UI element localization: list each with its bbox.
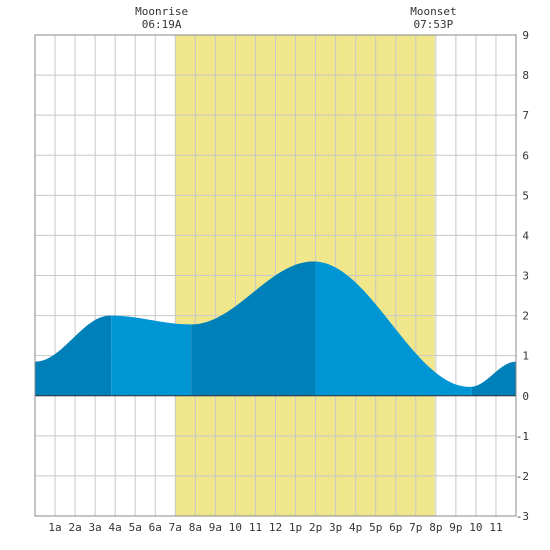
annotation-title: Moonset	[410, 5, 456, 18]
y-tick-label: 6	[522, 149, 529, 162]
x-tick-label: 8p	[429, 521, 442, 534]
x-tick-label: 9a	[209, 521, 222, 534]
annotation-title: Moonrise	[135, 5, 188, 18]
y-tick-label: 7	[522, 109, 529, 122]
tide-area-segment	[111, 315, 192, 396]
x-tick-label: 10	[469, 521, 482, 534]
tide-area-segment	[471, 361, 516, 396]
x-tick-label: 1a	[48, 521, 61, 534]
y-tick-label: 0	[522, 390, 529, 403]
x-tick-label: 5a	[129, 521, 142, 534]
x-tick-label: 2p	[309, 521, 322, 534]
tide-area-segment	[191, 261, 316, 396]
y-tick-label: 1	[522, 350, 529, 363]
x-tick-label: 11	[249, 521, 262, 534]
x-tick-label: 1p	[289, 521, 302, 534]
x-tick-label: 5p	[369, 521, 382, 534]
x-tick-label: 10	[229, 521, 242, 534]
tide-area-segment	[35, 315, 112, 396]
x-tick-label: 2a	[68, 521, 81, 534]
x-tick-label: 9p	[449, 521, 462, 534]
y-tick-label: 4	[522, 229, 529, 242]
x-tick-label: 4a	[109, 521, 122, 534]
annotation-time: 06:19A	[142, 18, 182, 31]
x-tick-label: 3a	[89, 521, 102, 534]
y-tick-label: 5	[522, 189, 529, 202]
x-tick-label: 12	[269, 521, 282, 534]
x-tick-label: 7p	[409, 521, 422, 534]
plot-frame	[34, 34, 517, 517]
x-tick-label: 6p	[389, 521, 402, 534]
y-tick-label: 9	[522, 29, 529, 42]
x-tick-label: 6a	[149, 521, 162, 534]
y-tick-label: -2	[516, 470, 529, 483]
y-tick-label: 3	[522, 270, 529, 283]
y-tick-label: -3	[516, 510, 529, 523]
y-tick-label: 2	[522, 310, 529, 323]
tide-area-segment	[315, 261, 472, 396]
x-tick-label: 3p	[329, 521, 342, 534]
x-tick-label: 11	[489, 521, 502, 534]
x-tick-label: 4p	[349, 521, 362, 534]
y-tick-label: 8	[522, 69, 529, 82]
x-tick-label: 7a	[169, 521, 182, 534]
x-tick-label: 8a	[189, 521, 202, 534]
annotation-time: 07:53P	[414, 18, 454, 31]
y-tick-label: -1	[516, 430, 529, 443]
